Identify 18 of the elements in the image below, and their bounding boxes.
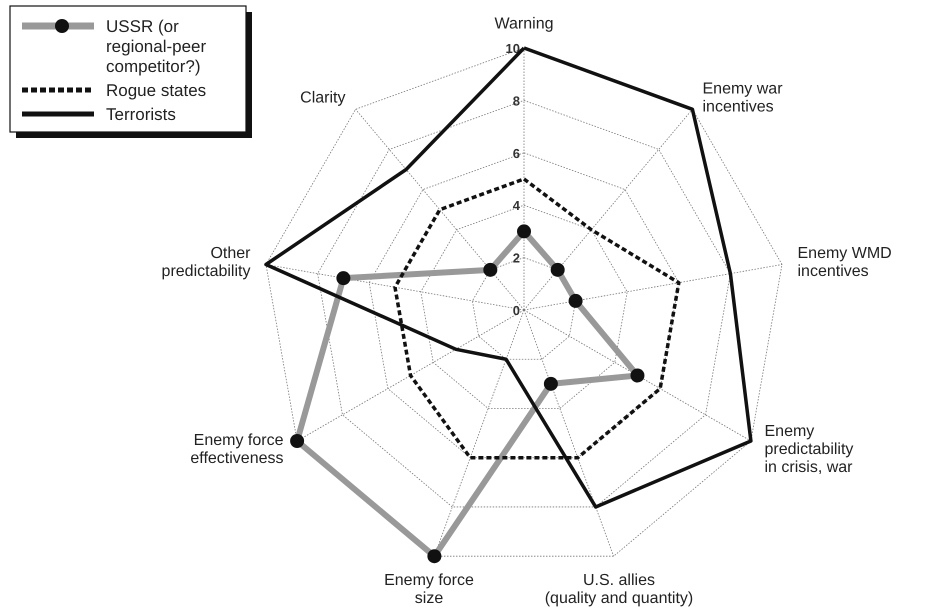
y-tick-label: 4 <box>512 198 521 214</box>
spoke-label: Enemy force size <box>384 572 474 607</box>
y-tick-label: 8 <box>512 93 520 108</box>
spoke-label: Enemy force effectiveness <box>190 432 284 467</box>
spoke-label: Enemy WMD incentives <box>798 244 892 280</box>
legend-label: Terrorists <box>106 105 176 124</box>
y-tick-label: 2 <box>512 250 520 266</box>
spoke-label: Enemy war incentives <box>702 80 784 116</box>
y-tick-label: 0 <box>512 303 520 318</box>
spoke-label: U.S. allies (quality and quantity) <box>544 572 694 607</box>
spoke-label: Other predictability <box>162 244 252 280</box>
legend-label: USSR (or regional-peer competitor?) <box>106 17 207 76</box>
spoke-label: Warning <box>494 15 554 32</box>
spoke-label: Enemy predictability in crisis, war <box>764 422 854 476</box>
legend-label: Rogue states <box>106 81 206 100</box>
spoke-label: Clarity <box>300 89 346 106</box>
y-tick-label: 6 <box>512 146 520 161</box>
y-tick-label: 10 <box>506 41 520 56</box>
